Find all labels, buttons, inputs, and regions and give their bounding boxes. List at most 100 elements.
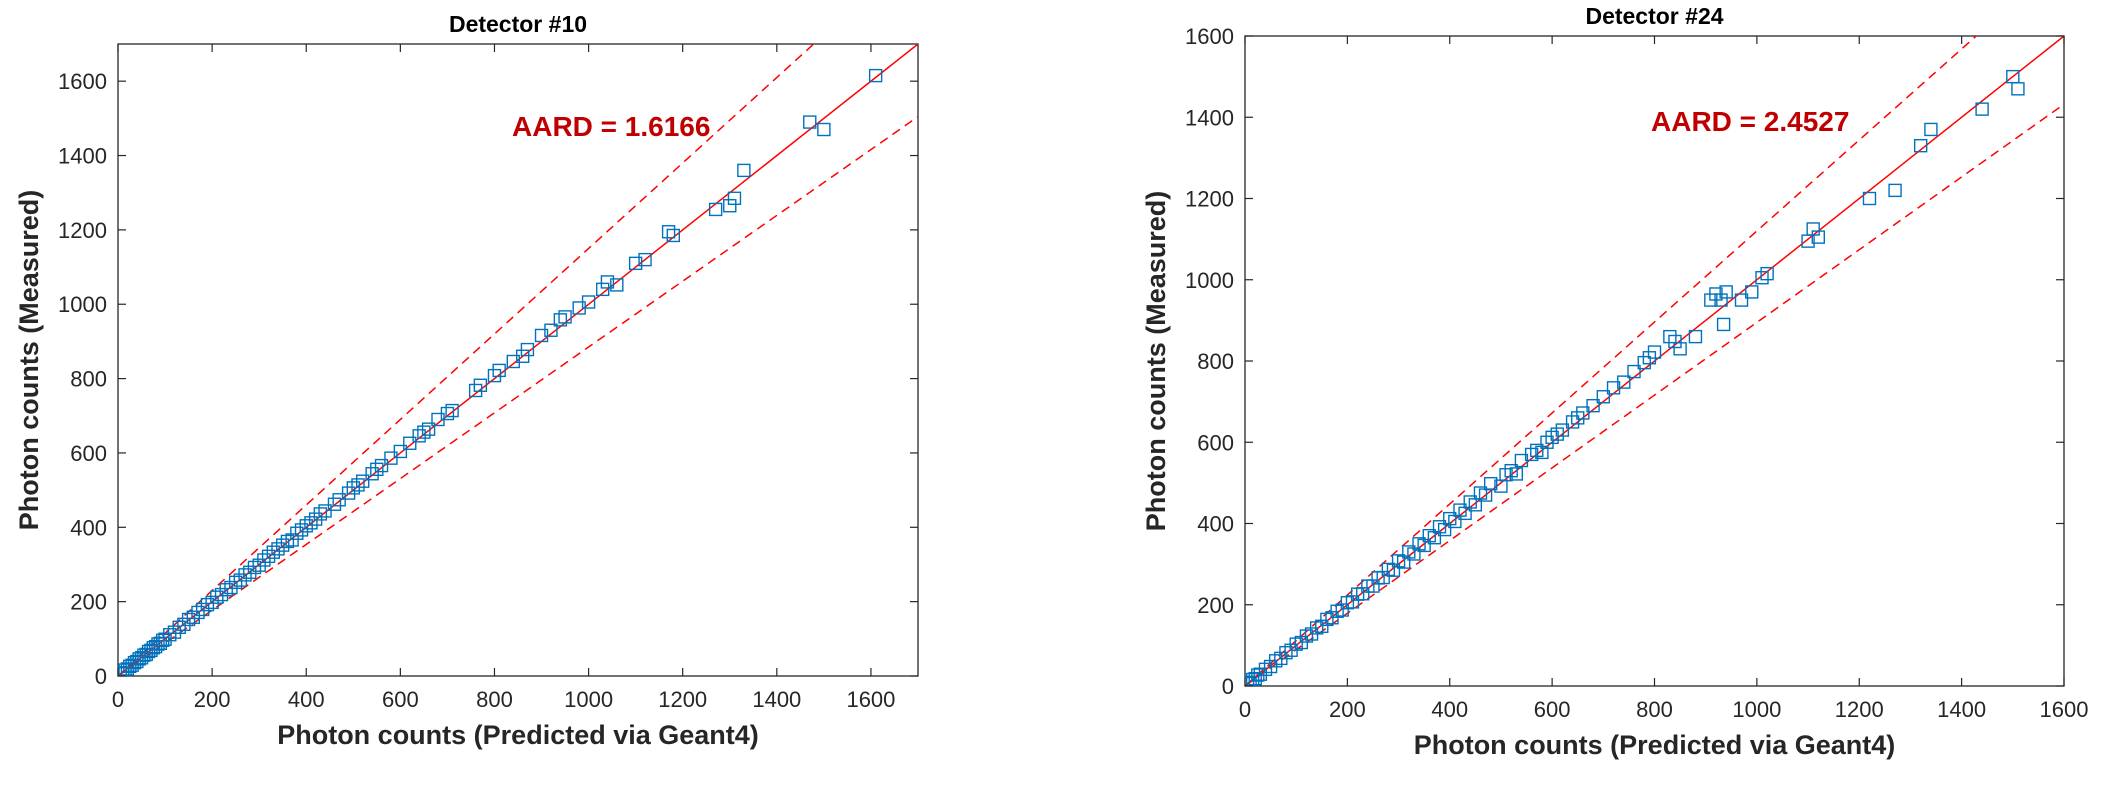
data-point <box>257 553 271 567</box>
data-point <box>228 575 243 590</box>
data-point <box>1673 342 1687 356</box>
data-point <box>1258 662 1273 677</box>
data-point <box>1617 375 1631 389</box>
data-point <box>708 202 723 217</box>
y-tick-label: 800 <box>70 367 107 392</box>
y-tick-label: 400 <box>1197 512 1234 537</box>
data-point <box>2011 82 2025 96</box>
data-point <box>1596 390 1611 404</box>
data-point <box>473 378 488 392</box>
data-point <box>638 252 652 267</box>
data-point <box>1376 570 1390 585</box>
data-point <box>1540 435 1554 449</box>
data-point <box>661 225 676 239</box>
data-point <box>1309 621 1324 635</box>
data-point <box>1437 522 1452 537</box>
x-tick-label: 800 <box>476 687 513 712</box>
y-tick-label: 200 <box>1197 593 1234 618</box>
y-tick-label: 800 <box>1197 349 1234 374</box>
dashed-bound-line <box>1245 103 2064 686</box>
data-point <box>1483 476 1498 491</box>
data-point <box>737 163 751 178</box>
data-point <box>440 406 455 421</box>
x-tick-label: 0 <box>112 687 124 712</box>
data-point <box>308 512 323 526</box>
data-point <box>727 191 742 205</box>
y-tick-label: 600 <box>70 441 107 466</box>
data-point <box>520 342 535 357</box>
data-point <box>1356 587 1370 601</box>
dashed-bound-line <box>1245 36 1978 686</box>
data-point <box>600 275 615 289</box>
data-point <box>370 462 384 476</box>
data-point <box>468 383 483 398</box>
data-point <box>313 507 328 521</box>
data-point <box>1668 334 1682 349</box>
data-point <box>1245 676 1255 686</box>
data-point <box>1745 285 1759 299</box>
data-point <box>1530 443 1544 458</box>
data-point <box>123 659 137 674</box>
dashed-bound-line <box>118 44 815 676</box>
data-point <box>1811 230 1826 244</box>
data-point <box>553 313 568 327</box>
data-point <box>558 310 572 324</box>
data-point <box>817 122 831 137</box>
data-point <box>243 565 257 579</box>
data-point <box>191 605 205 620</box>
y-tick-label: 400 <box>70 515 107 540</box>
data-point <box>1402 545 1416 559</box>
data-point <box>1571 411 1585 425</box>
data-point <box>1714 293 1728 307</box>
x-tick-label: 1200 <box>658 687 707 712</box>
data-point <box>153 636 168 650</box>
data-point <box>1688 329 1703 344</box>
data-point <box>118 663 132 676</box>
data-point <box>327 497 342 511</box>
y-tick-label: 0 <box>1222 674 1234 699</box>
data-point <box>1245 675 1257 686</box>
x-tick-label: 200 <box>194 687 231 712</box>
data-point <box>1535 445 1549 460</box>
data-point <box>172 620 186 634</box>
data-point <box>247 560 262 575</box>
data-point <box>127 655 142 670</box>
x-tick-label: 1400 <box>1937 697 1986 722</box>
data-point <box>141 644 156 659</box>
data-point <box>1335 603 1349 617</box>
data-point <box>214 587 229 602</box>
data-point <box>1412 537 1426 551</box>
x-tick-label: 1600 <box>2040 697 2089 722</box>
data-point <box>868 68 883 83</box>
data-point <box>280 534 295 549</box>
chart-panel-detector-24: Detector #24 Photon counts (Predicted vi… <box>1141 3 2089 760</box>
data-point <box>365 467 379 481</box>
y-tick-label: 1400 <box>58 144 107 169</box>
chart-panel-detector-10: Detector #10 Photon counts (Predicted vi… <box>14 11 919 750</box>
y-tick-label: 1400 <box>1185 105 1234 130</box>
data-point <box>421 422 436 436</box>
data-point <box>252 558 266 572</box>
x-tick-label: 400 <box>1431 697 1468 722</box>
data-point <box>1545 430 1559 445</box>
data-point <box>1396 555 1411 569</box>
data-point <box>1386 563 1401 577</box>
x-tick-label: 1400 <box>752 687 801 712</box>
data-point <box>186 610 200 624</box>
y-axis-label: Photon counts (Measured) <box>1141 191 1171 532</box>
y-tick-label: 0 <box>95 664 107 689</box>
x-tick-label: 600 <box>1534 697 1571 722</box>
data-point <box>1716 317 1731 332</box>
data-point <box>294 523 309 537</box>
data-point <box>1719 285 1733 299</box>
data-point <box>1391 554 1406 568</box>
data-point <box>1734 293 1749 307</box>
data-point <box>132 652 146 666</box>
data-point <box>1647 345 1662 359</box>
data-point <box>1499 468 1513 482</box>
x-tick-label: 1000 <box>564 687 613 712</box>
data-point <box>1663 329 1677 344</box>
data-point <box>205 595 219 610</box>
data-point <box>1755 271 1769 285</box>
